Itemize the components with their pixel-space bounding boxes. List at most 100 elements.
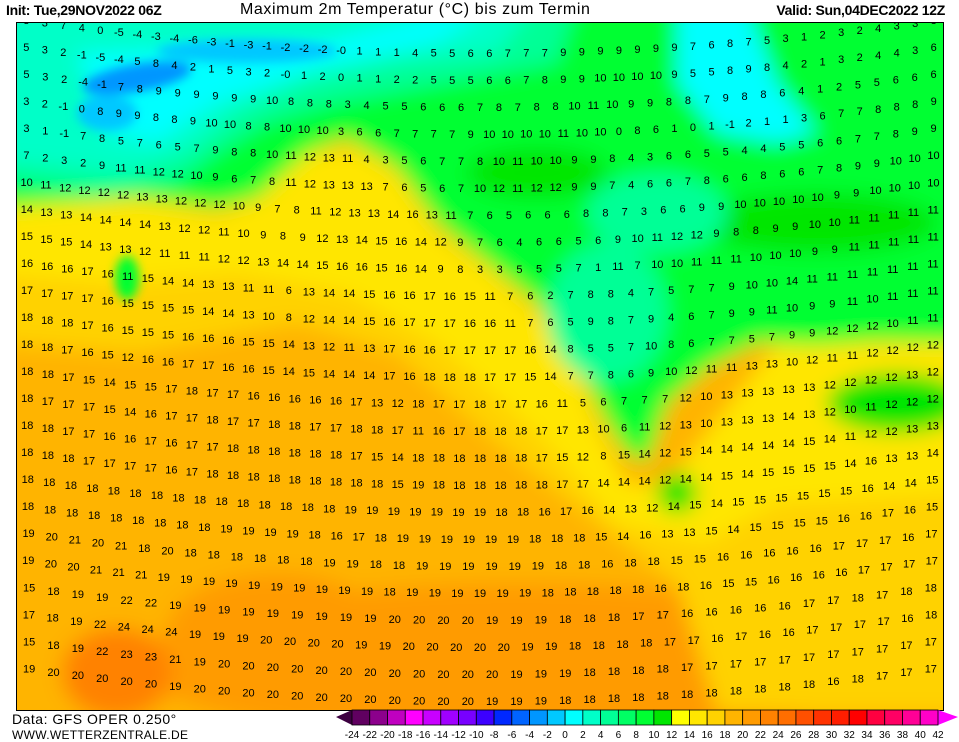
temperature-value: 10	[889, 183, 901, 195]
temperature-value: 16	[827, 676, 839, 688]
temperature-value: 16	[403, 344, 415, 356]
temperature-value: 18	[108, 485, 120, 497]
temperature-value: 18	[412, 452, 424, 464]
colorbar-label: -12	[451, 730, 466, 741]
temperature-value: 20	[315, 692, 327, 704]
temperature-fill	[17, 23, 943, 710]
temperature-value: 11	[639, 422, 650, 434]
temperature-value: 10	[502, 129, 514, 141]
temperature-value: 20	[47, 667, 59, 679]
temperature-value: 5	[468, 75, 474, 87]
temperature-value: 8	[760, 89, 766, 101]
temperature-value: 19	[419, 533, 431, 545]
temperature-value: 18	[289, 447, 301, 459]
temperature-value: 13	[336, 234, 348, 246]
temperature-value: 16	[162, 356, 174, 368]
temperature-value: 16	[705, 606, 717, 618]
temperature-value: 18	[584, 613, 596, 625]
temperature-value: 6	[547, 317, 553, 329]
temperature-value: 10	[645, 340, 657, 352]
temperature-value: 19	[535, 614, 547, 626]
temperature-value: 2	[190, 62, 196, 74]
temperature-value: 9	[438, 264, 444, 276]
temperature-value: 16	[902, 532, 914, 544]
temperature-value: 18	[371, 478, 383, 490]
temperature-value: 17	[309, 422, 321, 434]
temperature-value: 13	[371, 397, 383, 409]
temperature-value: 12	[866, 320, 878, 332]
temperature-value: 7	[817, 165, 823, 177]
temperature-value: 13	[348, 207, 360, 219]
temperature-value: 15	[145, 382, 157, 394]
temperature-value: 18	[47, 640, 59, 652]
temperature-value: 11	[847, 350, 858, 362]
temperature-value: 11	[122, 271, 133, 283]
temperature-value: 20	[462, 615, 474, 627]
temperature-value: 8	[727, 65, 733, 77]
colorbar-label: -10	[469, 730, 484, 741]
temperature-value: 9	[212, 91, 218, 103]
temperature-value: 7	[467, 210, 473, 222]
temperature-value: 8	[137, 83, 143, 95]
temperature-value: 10	[887, 318, 899, 330]
map-title: Maximum 2m Temperatur (°C) bis zum Termi…	[240, 1, 591, 18]
temperature-value: 13	[885, 453, 897, 465]
temperature-value: 7	[857, 106, 863, 118]
colorbar-label: 22	[755, 730, 767, 741]
temperature-value: 17	[484, 345, 496, 357]
temperature-value: 1	[208, 63, 214, 75]
temperature-value: 3	[338, 126, 344, 138]
temperature-value: 17	[227, 389, 239, 401]
temperature-value: 17	[730, 659, 742, 671]
temperature-value: 14	[603, 504, 615, 516]
temperature-value: 19	[225, 578, 237, 590]
temperature-value: 6	[536, 236, 542, 248]
temperature-value: 4	[79, 23, 85, 35]
temperature-value: 18	[237, 498, 249, 510]
temperature-value: 7	[690, 41, 696, 53]
temperature-value: 14	[139, 219, 151, 231]
temperature-value: 22	[121, 595, 133, 607]
temperature-value: 12	[906, 396, 918, 408]
colorbar-segment	[600, 709, 619, 726]
temperature-value: 2	[836, 81, 842, 93]
colorbar-label: 36	[879, 730, 891, 741]
temperature-value: 9	[134, 110, 140, 122]
temperature-value: 11	[867, 266, 878, 278]
colorbar-label: 0	[562, 730, 568, 741]
temperature-value: 18	[42, 450, 54, 462]
temperature-value: 17	[81, 266, 93, 278]
temperature-value: 9	[260, 229, 266, 241]
temperature-value: 16	[165, 438, 177, 450]
temperature-value: 16	[433, 426, 445, 438]
temperature-value: 13	[803, 382, 815, 394]
temperature-value: 14	[202, 306, 214, 318]
temperature-value: 20	[260, 635, 272, 647]
temperature-value: 3	[931, 23, 937, 27]
temperature-value: 15	[162, 329, 174, 341]
temperature-value: 12	[865, 375, 877, 387]
temperature-value: 11	[159, 248, 170, 260]
temperature-value: 17	[330, 423, 342, 435]
temperature-value: 12	[824, 407, 836, 419]
temperature-value: 18	[151, 490, 163, 502]
temperature-value: 7	[394, 128, 400, 140]
website-url[interactable]: WWW.WETTERZENTRALE.DE	[12, 728, 189, 742]
temperature-value: 13	[202, 279, 214, 291]
temperature-value: 18	[302, 502, 314, 514]
temperature-value: 9	[250, 94, 256, 106]
temperature-value: 16	[524, 345, 536, 357]
temperature-value: 17	[61, 345, 73, 357]
temperature-value: -2	[318, 44, 328, 56]
temperature-value: 13	[683, 527, 695, 539]
colorbar-segment	[831, 709, 850, 726]
temperature-value: 13	[746, 360, 758, 372]
temperature-value: 17	[21, 285, 33, 297]
temperature-value: 9	[729, 308, 735, 320]
colorbar-segment	[813, 709, 832, 726]
temperature-value: -1	[77, 50, 87, 62]
temperature-value: 17	[165, 411, 177, 423]
temperature-value: 7	[274, 203, 280, 215]
temperature-value: -3	[151, 31, 161, 43]
temperature-value: 3	[42, 45, 48, 57]
